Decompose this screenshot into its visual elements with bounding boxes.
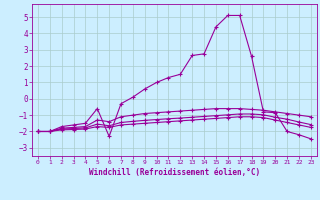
X-axis label: Windchill (Refroidissement éolien,°C): Windchill (Refroidissement éolien,°C) bbox=[89, 168, 260, 177]
